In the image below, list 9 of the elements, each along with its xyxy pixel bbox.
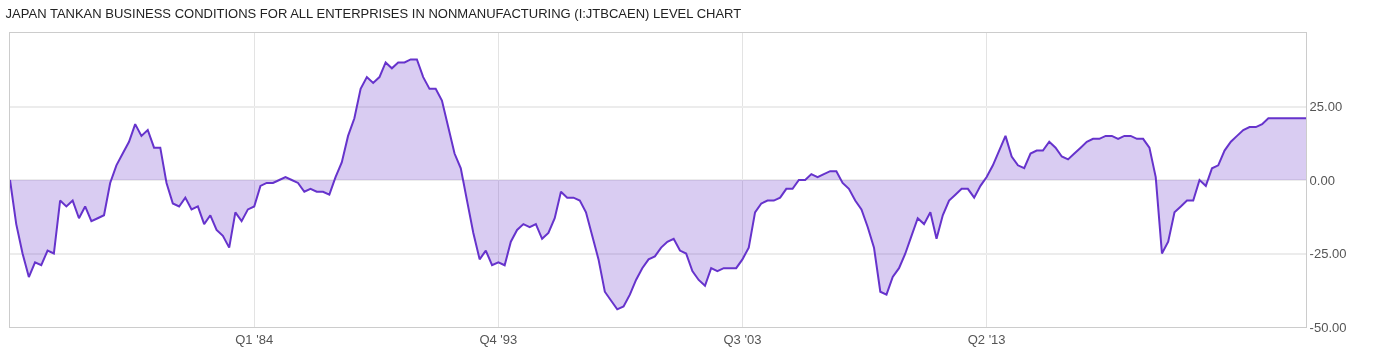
x-tick-label: Q2 '13 [967,331,1006,347]
x-tick-label: Q3 '03 [723,331,762,347]
y-tick-label: -50.00 [1309,319,1347,335]
x-tick-label: Q4 '93 [479,331,518,347]
y-tick-label: -25.00 [1309,246,1347,262]
y-tick-label: 0.00 [1309,172,1335,188]
x-tick-label: Q1 '84 [235,331,274,347]
chart-title: JAPAN TANKAN BUSINESS CONDITIONS FOR ALL ENTERPRISES IN NONMANUFACTURING (I:JTBCAEN) LEVEL CHART [5,6,742,22]
y-tick-label: 25.00 [1309,99,1343,115]
